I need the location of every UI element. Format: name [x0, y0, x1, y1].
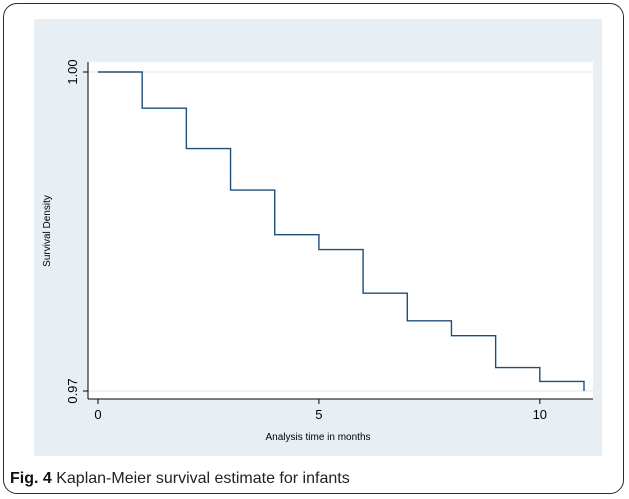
figure-label: Fig. 4	[10, 470, 52, 487]
y-ticks: 0.97 1.00	[65, 59, 88, 404]
gridlines	[88, 71, 593, 392]
survival-step-line	[98, 71, 585, 391]
y-tick-label: 1.00	[65, 59, 80, 84]
x-tick-label: 5	[315, 407, 322, 422]
y-tick-label: 0.97	[65, 378, 80, 403]
x-ticks: 0 5 10	[94, 399, 547, 422]
y-axis-title: Survival Density	[42, 195, 53, 267]
figure-caption: Fig. 4 Kaplan-Meier survival estimate fo…	[10, 470, 350, 488]
plot-area	[88, 62, 593, 399]
x-tick-label: 10	[533, 407, 547, 422]
x-tick-label: 0	[94, 407, 101, 422]
figure-caption-text: Kaplan-Meier survival estimate for infan…	[56, 470, 350, 487]
x-axis-title: Analysis time in months	[265, 432, 370, 443]
